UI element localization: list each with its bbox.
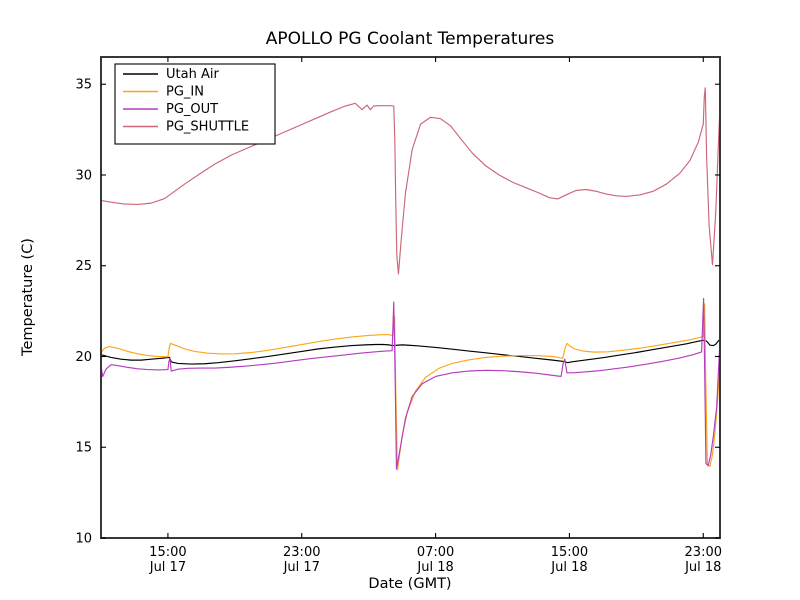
y-axis-ticks: 10 15 20 25 30 35 — [75, 78, 720, 547]
y-axis-label: Temperature (C) — [20, 238, 36, 357]
x-tick-label-date: Jul 18 — [550, 560, 587, 575]
series-line-utah air — [101, 338, 720, 365]
x-tick-label-date: Jul 17 — [283, 560, 320, 575]
legend-label-pg-in: PG_IN — [166, 85, 204, 100]
series-line-pg-shuttle — [101, 87, 720, 275]
y-tick-label: 15 — [75, 441, 92, 456]
x-tick-label-time: 07:00 — [417, 545, 454, 560]
y-tick-label: 10 — [75, 532, 92, 547]
legend-label-utah air: Utah Air — [166, 67, 219, 82]
chart-legend: Utah Air PG_IN PG_OUT PG_SHUTTLE — [114, 63, 276, 145]
legend-label-pg-out: PG_OUT — [166, 102, 218, 117]
series-group — [101, 87, 720, 471]
x-tick-label-date: Jul 18 — [684, 560, 721, 575]
x-tick-label-time: 23:00 — [685, 545, 722, 560]
y-tick-label: 25 — [75, 259, 92, 274]
x-tick-label-time: 15:00 — [551, 545, 588, 560]
y-tick-label: 30 — [75, 168, 92, 183]
legend-frame — [114, 63, 276, 145]
series-line-pg-out — [101, 297, 720, 470]
legend-label-pg-shuttle: PG_SHUTTLE — [166, 120, 249, 135]
x-tick-label-time: 23:00 — [283, 545, 320, 560]
x-tick-label-time: 15:00 — [149, 545, 186, 560]
chart-title: APOLLO PG Coolant Temperatures — [266, 29, 555, 49]
x-axis-label: Date (GMT) — [368, 576, 451, 592]
x-tick-label-date: Jul 17 — [149, 560, 186, 575]
plot-frame — [100, 56, 721, 539]
y-tick-label: 20 — [75, 350, 92, 365]
y-tick-label: 35 — [75, 78, 92, 93]
x-tick-label-date: Jul 18 — [416, 560, 453, 575]
